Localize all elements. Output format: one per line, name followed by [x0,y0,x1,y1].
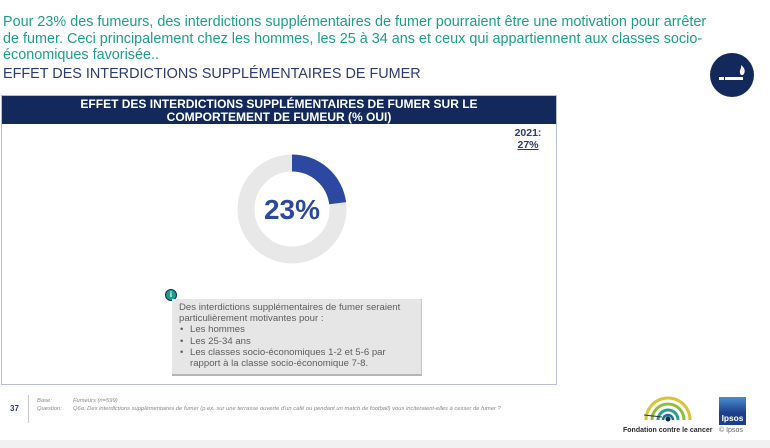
info-list: Les hommes Les 25-34 ans Les classes soc… [179,324,415,369]
ipsos-logo: Ipsos [719,397,746,425]
info-icon: i [165,289,177,301]
base-note: Base: Fumeurs (n=599) [37,397,597,405]
info-list-item: Les hommes [179,324,415,335]
footer-notes: Base: Fumeurs (n=599) Question: Q6a. Des i… [37,397,597,413]
copyright: © Ipsos [719,427,743,434]
question-label: Question: [37,406,62,412]
donut-slice-oui [291,154,347,205]
previous-year-label: 2021: [514,127,542,139]
headline: Pour 23% des fumeurs, des interdictions … [3,14,707,63]
smoking-icon [710,53,754,97]
question-note: Question: Q6a. Des interdictions suppléme… [37,405,597,413]
fondation-contre-le-cancer-logo [643,396,692,422]
footer-divider [28,395,29,423]
info-list-item: Les classes socio-économiques 1-2 et 5-6… [179,347,415,369]
previous-year-value: 27% [517,139,539,151]
chart-title-line-2: COMPORTEMENT DE FUMEUR (% OUI) [166,109,392,124]
chart-title-line-1: EFFET DES INTERDICTIONS SUPPLÉMENTAIRES … [80,97,478,111]
donut-center-label: 23% [264,194,320,225]
previous-year-comparison: 2021: 27% [508,127,548,151]
bottom-strip [0,440,770,448]
info-callout: Des interdictions supplémentaires de fum… [172,299,422,376]
base-value: Fumeurs (n=599) [73,398,118,404]
base-label: Base: [37,398,52,404]
question-value: Q6a. Des interdictions supplémentaires d… [73,406,501,412]
section-subtitle: EFFET DES INTERDICTIONS SUPPLÉMENTAIRES … [3,66,421,82]
chart-panel: EFFET DES INTERDICTIONS SUPPLÉMENTAIRES … [1,95,557,385]
donut-chart: 23% [237,154,347,264]
info-intro: Des interdictions supplémentaires de fum… [179,302,401,325]
partner-name: Fondation contre le cancer [623,427,713,434]
chart-title: EFFET DES INTERDICTIONS SUPPLÉMENTAIRES … [2,96,556,124]
page-number: 37 [10,404,19,413]
info-list-item: Les 25-34 ans [179,336,415,347]
ipsos-logo-text: Ipsos [721,413,744,423]
